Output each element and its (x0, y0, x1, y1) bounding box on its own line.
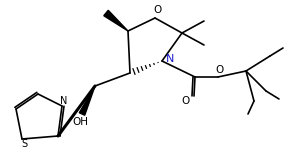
Text: N: N (166, 54, 174, 64)
Text: O: O (215, 65, 223, 75)
Text: O: O (153, 5, 161, 15)
Text: OH: OH (72, 117, 88, 127)
Text: S: S (21, 139, 27, 149)
Polygon shape (104, 10, 128, 31)
Text: N: N (60, 96, 68, 106)
Polygon shape (79, 86, 95, 115)
Text: O: O (182, 96, 190, 106)
